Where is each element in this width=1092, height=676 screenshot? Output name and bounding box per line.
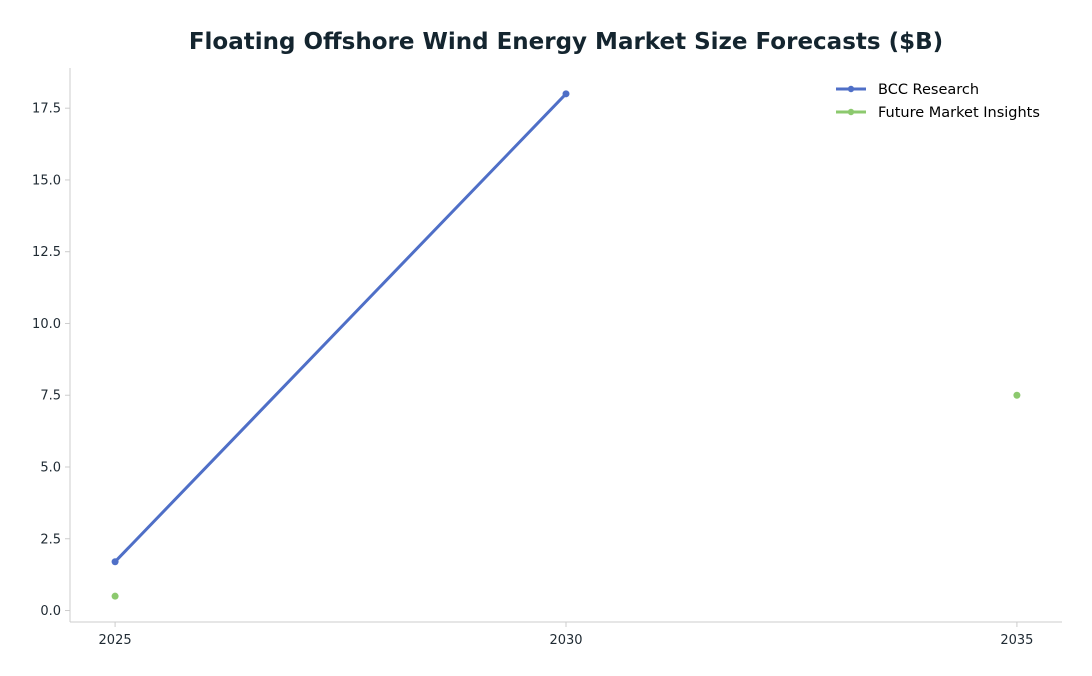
legend-label: BCC Research — [878, 82, 979, 98]
data-point — [562, 90, 570, 98]
axes — [69, 68, 1062, 623]
legend-item: BCC Research — [836, 82, 979, 98]
y-tick-label: 7.5 — [40, 389, 61, 404]
series-1 — [111, 391, 1021, 600]
chart-title: Floating Offshore Wind Energy Market Siz… — [189, 29, 943, 55]
y-tick-label: 17.5 — [32, 102, 61, 117]
y-tick-label: 12.5 — [32, 245, 61, 260]
data-point — [1013, 391, 1021, 399]
y-tick-label: 10.0 — [32, 317, 61, 332]
legend-item: Future Market Insights — [836, 105, 1040, 121]
legend-swatch-marker — [847, 85, 855, 93]
x-tick-label: 2025 — [99, 633, 132, 648]
series-layer — [111, 90, 1021, 600]
x-tick-label: 2030 — [549, 633, 582, 648]
legend: BCC Research Future Market Insights — [836, 82, 1040, 121]
x-axis-ticks: 2025 2030 2035 — [99, 622, 1033, 648]
data-point — [111, 558, 119, 566]
y-tick-label: 5.0 — [40, 460, 61, 475]
y-tick-label: 15.0 — [32, 173, 61, 188]
legend-swatch-marker — [847, 108, 855, 116]
y-tick-label: 0.0 — [40, 604, 61, 619]
legend-label: Future Market Insights — [878, 105, 1040, 121]
y-tick-label: 2.5 — [40, 532, 61, 547]
series-0 — [111, 90, 570, 566]
series-line-segment — [113, 92, 568, 564]
data-point — [111, 592, 119, 600]
x-tick-label: 2035 — [1000, 633, 1033, 648]
y-axis-ticks: 0.0 2.5 5.0 7.5 10.0 12.5 15.0 17.5 — [32, 102, 70, 619]
